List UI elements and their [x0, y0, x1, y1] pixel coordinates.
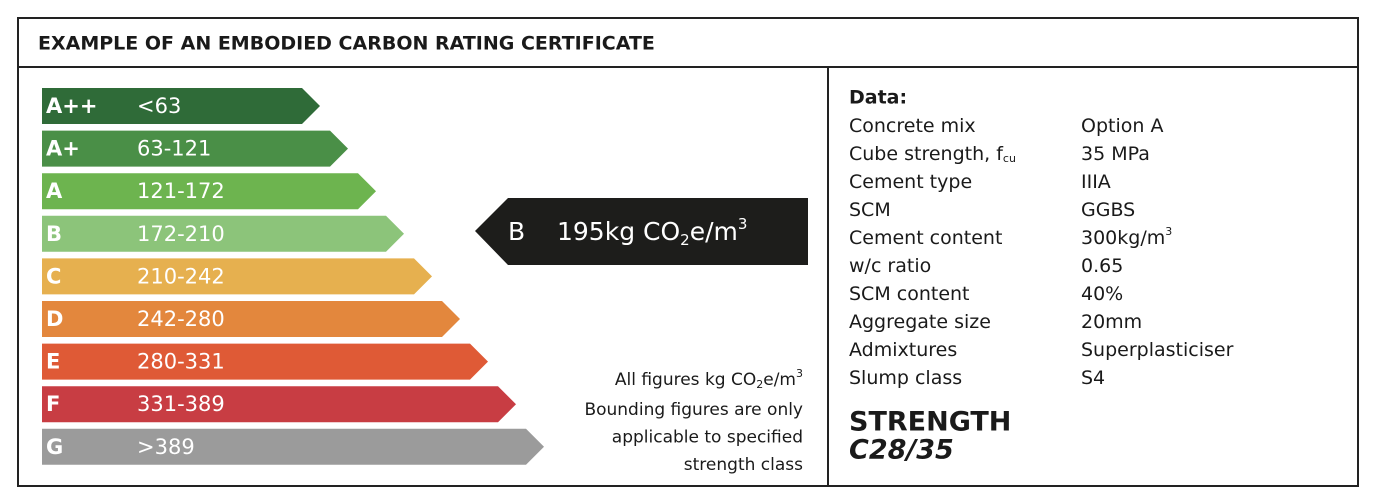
band-range: <63 — [137, 94, 181, 118]
note-line: applicable to specified — [612, 428, 803, 448]
data-value: 20mm — [1081, 311, 1142, 333]
strength-heading: STRENGTH — [849, 407, 1011, 438]
data-value: 300kg/m3 — [1081, 225, 1172, 249]
data-label-text: SCM — [849, 199, 891, 221]
data-value-text: IIIA — [1081, 171, 1111, 193]
data-label-text: Aggregate size — [849, 311, 991, 333]
data-value: S4 — [1081, 367, 1105, 389]
data-value-text: S4 — [1081, 367, 1105, 389]
note-line: strength class — [684, 455, 803, 475]
data-value: Superplasticiser — [1081, 339, 1234, 361]
data-label: Cube strength, fcu — [849, 143, 1016, 166]
data-value: 35 MPa — [1081, 143, 1150, 165]
rating-band: B — [508, 217, 525, 246]
data-value-text: 20mm — [1081, 311, 1142, 333]
band-label: A++ — [46, 94, 97, 118]
data-label-text: SCM content — [849, 283, 970, 305]
note-text2: e/m — [763, 370, 796, 390]
band-label: C — [46, 264, 61, 288]
band-arrow — [42, 215, 404, 252]
note-sub: 2 — [756, 378, 763, 391]
rating-value: 195kg CO2e/m3 — [557, 215, 747, 249]
note-text: All figures kg CO — [615, 370, 756, 390]
data-value: 0.65 — [1081, 255, 1123, 277]
band-arrow — [42, 301, 460, 337]
band-label: G — [46, 435, 63, 459]
band-label: F — [46, 392, 60, 416]
note-line: Bounding figures are only — [584, 400, 803, 420]
band-arrow — [42, 428, 544, 465]
band-label: E — [46, 350, 60, 374]
band-arrow — [42, 173, 376, 210]
band-range: >389 — [137, 435, 195, 459]
data-label: Aggregate size — [849, 311, 991, 333]
data-value: Option A — [1081, 115, 1163, 137]
data-label: Admixtures — [849, 339, 957, 361]
data-value: 40% — [1081, 283, 1123, 305]
data-label-text: Slump class — [849, 367, 962, 389]
data-value-text: Superplasticiser — [1081, 339, 1234, 361]
data-label: Concrete mix — [849, 115, 976, 137]
data-label-text: w/c ratio — [849, 255, 931, 277]
data-label: w/c ratio — [849, 255, 931, 277]
data-value: IIIA — [1081, 171, 1111, 193]
data-value-text: 40% — [1081, 283, 1123, 305]
rating-text: 195kg CO — [557, 217, 680, 246]
band-range: 121-172 — [137, 179, 225, 203]
note-sup: 3 — [796, 367, 803, 380]
data-value: GGBS — [1081, 199, 1135, 221]
band-arrow — [42, 130, 348, 167]
band-range: 210-242 — [137, 264, 225, 288]
data-label: SCM — [849, 199, 891, 221]
data-label-text: Cement type — [849, 171, 972, 193]
header-title: EXAMPLE OF AN EMBODIED CARBON RATING CER… — [38, 33, 655, 55]
data-label-text: Cube strength, f — [849, 143, 1004, 165]
data-value-text: 0.65 — [1081, 255, 1123, 277]
strength-class: C28/35 — [849, 435, 954, 466]
band-label: D — [46, 307, 63, 331]
band-label: A — [46, 179, 63, 203]
data-label-text: Cement content — [849, 227, 1002, 249]
data-label-text: Admixtures — [849, 339, 957, 361]
band-range: 280-331 — [137, 350, 225, 374]
band-range: 63-121 — [137, 137, 211, 161]
data-label: Slump class — [849, 367, 962, 389]
note-line: All figures kg CO2e/m3 — [615, 367, 803, 391]
band-label: A+ — [46, 137, 80, 161]
data-value-text: 35 MPa — [1081, 143, 1150, 165]
band-arrow — [42, 386, 516, 423]
band-arrow — [42, 88, 320, 124]
data-value-text: Option A — [1081, 115, 1163, 137]
border — [17, 17, 1359, 487]
data-label: SCM content — [849, 283, 970, 305]
data-label: Cement type — [849, 171, 972, 193]
band-label: B — [46, 222, 62, 246]
rating-sub: 2 — [680, 231, 690, 249]
band-range: 172-210 — [137, 222, 225, 246]
band-arrow — [42, 258, 432, 295]
data-value-text: GGBS — [1081, 199, 1135, 221]
rating-text2: e/m — [690, 217, 738, 246]
data-heading: Data: — [849, 87, 907, 109]
data-value-text: 300kg/m — [1081, 227, 1165, 249]
data-value-sup: 3 — [1165, 225, 1172, 238]
rating-sup: 3 — [738, 215, 748, 233]
data-label: Cement content — [849, 227, 1002, 249]
data-label-text: Concrete mix — [849, 115, 976, 137]
data-label-sub: cu — [1003, 152, 1016, 165]
band-range: 242-280 — [137, 307, 225, 331]
band-range: 331-389 — [137, 392, 225, 416]
band-arrow — [42, 343, 488, 380]
rating-arrow — [475, 198, 808, 265]
